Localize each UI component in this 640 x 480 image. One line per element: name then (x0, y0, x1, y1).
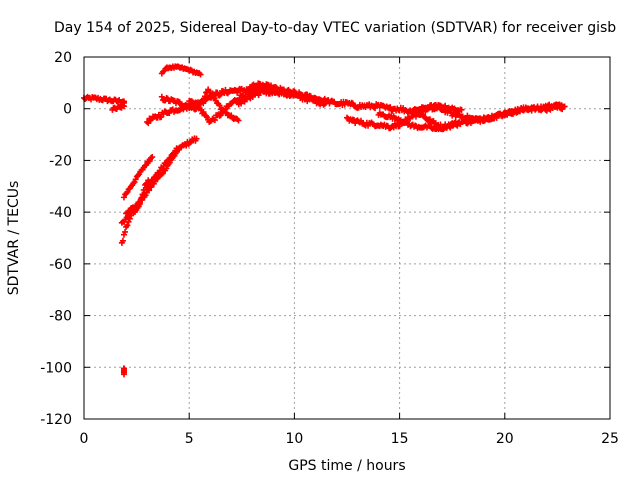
data-point (370, 104, 377, 111)
data-point (131, 179, 138, 186)
data-point (109, 106, 116, 113)
data-point (122, 228, 129, 235)
y-tick-label: 20 (54, 50, 72, 66)
data-point (454, 122, 461, 129)
data-point (358, 117, 365, 124)
data-point (453, 121, 460, 128)
data-point (344, 114, 350, 121)
data-point (143, 162, 150, 169)
x-tick-label: 0 (80, 431, 89, 447)
data-point (217, 91, 224, 98)
data-point (193, 135, 200, 142)
data-point (120, 231, 127, 238)
data-point (205, 86, 212, 93)
chart-title: Day 154 of 2025, Sidereal Day-to-day VTE… (54, 20, 616, 36)
data-point (235, 117, 242, 124)
data-point (458, 106, 465, 113)
tick-labels: 0 5 10 15 20 25 20 0 -20 -40 -60 -80 -100 -120 (40, 50, 619, 447)
data-point (144, 180, 151, 187)
data-point (146, 187, 153, 194)
data-point (255, 92, 262, 99)
x-axis-label: GPS time / hours (288, 458, 405, 474)
y-tick-label: -100 (40, 360, 72, 376)
data-point (158, 93, 165, 100)
y-tick-label: -120 (40, 412, 72, 428)
data-point (119, 237, 126, 244)
x-tick-label: 25 (601, 431, 619, 447)
data-point (201, 93, 208, 100)
data-point (130, 180, 137, 187)
y-tick-label: -20 (49, 153, 72, 169)
x-tick-label: 10 (285, 431, 303, 447)
data-point (238, 100, 245, 107)
data-point (136, 200, 143, 207)
y-tick-label: -60 (49, 257, 72, 273)
y-tick-label: 0 (63, 102, 72, 118)
data-point (211, 117, 218, 124)
plot-frame (83, 56, 611, 420)
data-point (135, 201, 142, 208)
data-point (207, 89, 214, 96)
data-point (163, 165, 170, 172)
data-point (183, 105, 190, 112)
data-point (217, 112, 224, 119)
data-point (396, 123, 403, 130)
data-point (132, 176, 139, 183)
data-point (149, 154, 156, 161)
y-axis-label: SDTVAR / TECUs (6, 181, 22, 296)
y-tick-label: -40 (49, 205, 72, 221)
data-point (148, 183, 155, 190)
data-point (176, 107, 183, 114)
data-point (200, 109, 207, 116)
data-point (559, 103, 566, 110)
data-point (120, 365, 127, 372)
y-tick-label: -80 (49, 309, 72, 325)
data-point (547, 106, 554, 113)
data-points (81, 63, 568, 378)
data-point (124, 222, 131, 229)
data-point (170, 153, 177, 160)
data-point (216, 102, 223, 109)
data-point (176, 144, 183, 151)
data-point (145, 177, 152, 184)
data-point (216, 92, 223, 99)
data-point (120, 194, 127, 201)
data-point (387, 104, 394, 111)
data-point (146, 157, 153, 164)
data-point (197, 71, 204, 78)
x-tick-label: 5 (185, 431, 194, 447)
x-tick-label: 15 (391, 431, 409, 447)
x-tick-label: 20 (496, 431, 514, 447)
